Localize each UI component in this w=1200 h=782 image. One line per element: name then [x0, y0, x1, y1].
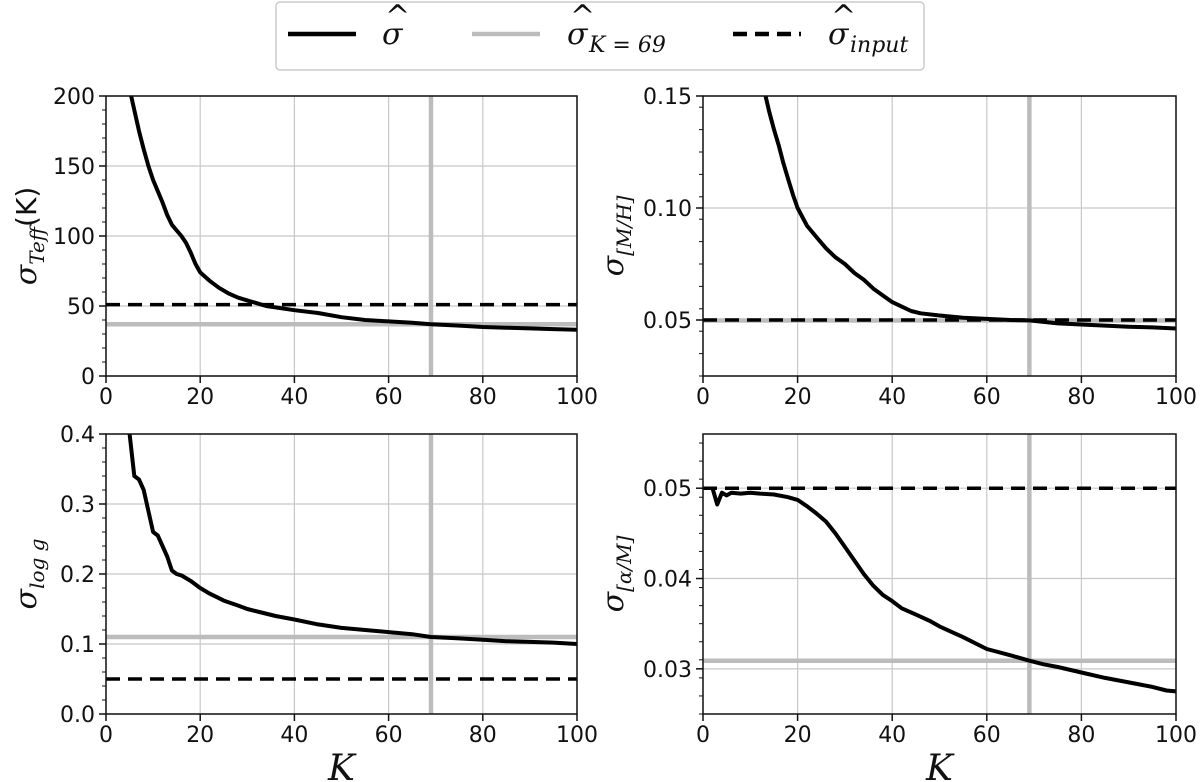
y-axis-label: σ[α/M] [596, 535, 636, 612]
y-tick-label: 0.03 [643, 658, 692, 683]
series-line-sigma-hat [129, 96, 577, 332]
y-tick-label: 0.2 [60, 563, 95, 588]
y-tick-label: 100 [53, 225, 95, 250]
axes-frame [702, 95, 1177, 377]
x-tick-label: 40 [280, 385, 308, 410]
y-tick-label: 0.4 [60, 423, 95, 448]
y-axis-label: σTeff(K) [9, 187, 49, 286]
legend-hat-sigma-hat: ^ [385, 0, 410, 34]
y-tick-label: 0.3 [60, 493, 95, 518]
x-tick-label: 60 [375, 723, 403, 748]
legend-label-sigma-hat-input: σ [828, 17, 850, 52]
y-axis-label: σlog g [9, 539, 49, 610]
x-tick-label: 60 [375, 385, 403, 410]
x-tick-label: 80 [469, 723, 497, 748]
series-line-sigma-hat [127, 434, 577, 646]
x-tick-label: 100 [556, 385, 598, 410]
x-tick-label: 100 [1155, 385, 1197, 410]
x-tick-label: 0 [99, 723, 113, 748]
x-tick-label: 20 [186, 385, 214, 410]
y-tick-label: 0.10 [643, 197, 692, 222]
legend-sub-sigma-hat-K69: K = 69 [588, 33, 666, 58]
y-tick-label: 150 [53, 155, 95, 180]
axes-frame [702, 433, 1177, 715]
x-tick-label: 80 [1067, 723, 1095, 748]
legend: σ^σ^K = 69 σ^input [275, 0, 925, 71]
x-tick-label: 80 [1067, 385, 1095, 410]
x-tick-label: 0 [696, 723, 710, 748]
y-tick-label: 0.05 [643, 477, 692, 502]
y-axis-label: σ[M/H] [596, 195, 636, 276]
y-tick-label: 200 [53, 85, 95, 110]
y-tick-label: 0.04 [643, 568, 692, 593]
legend-hat-sigma-hat-K69: ^ [570, 0, 595, 34]
x-tick-label: 40 [878, 723, 906, 748]
x-tick-label: 0 [696, 385, 710, 410]
panel-bottom-left: 0 20 40 60 80 100 0.0 0.1 0.2 0.3 0.4 σlog g K [9, 423, 598, 782]
series-line-sigma-hat [763, 96, 1176, 331]
legend-frame [275, 1, 925, 71]
x-tick-label: 20 [784, 723, 812, 748]
x-tick-label: 100 [556, 723, 598, 748]
x-axis-label: K [327, 748, 357, 782]
x-tick-label: 40 [878, 385, 906, 410]
y-tick-label: 0.15 [643, 85, 692, 110]
x-axis-label: K [925, 748, 955, 782]
x-tick-label: 60 [973, 385, 1001, 410]
x-tick-label: 40 [280, 723, 308, 748]
x-tick-label: 20 [186, 723, 214, 748]
legend-label-sigma-hat-K69: σ [567, 17, 589, 52]
x-tick-label: 60 [973, 723, 1001, 748]
x-tick-label: 100 [1155, 723, 1197, 748]
legend-hat-sigma-hat-input: ^ [831, 0, 856, 34]
plot-area [703, 96, 1176, 376]
x-tick-label: 20 [784, 385, 812, 410]
series-line-sigma-hat [710, 487, 1176, 694]
y-tick-label: 0 [81, 365, 95, 390]
y-tick-label: 0.0 [60, 703, 95, 728]
legend-sub-sigma-hat-input: input [850, 33, 908, 58]
y-tick-label: 50 [67, 295, 95, 320]
x-tick-label: 80 [469, 385, 497, 410]
plot-area [703, 434, 1176, 714]
panel-top-left: 0 20 40 60 80 100 0 50 100 150 200 σTeff(K) [9, 85, 598, 410]
panel-top-right: 0 20 40 60 80 100 0.05 0.10 0.15 σ[M/H] [596, 85, 1197, 410]
plot-area [106, 96, 577, 376]
plot-area [106, 434, 577, 714]
legend-label-sigma-hat: σ [382, 17, 404, 52]
panel-bottom-right: 0 20 40 60 80 100 0.03 0.04 0.05 σ[α/M] K [596, 433, 1197, 782]
y-tick-label: 0.05 [643, 309, 692, 334]
y-tick-label: 0.1 [60, 633, 95, 658]
x-tick-label: 0 [99, 385, 113, 410]
